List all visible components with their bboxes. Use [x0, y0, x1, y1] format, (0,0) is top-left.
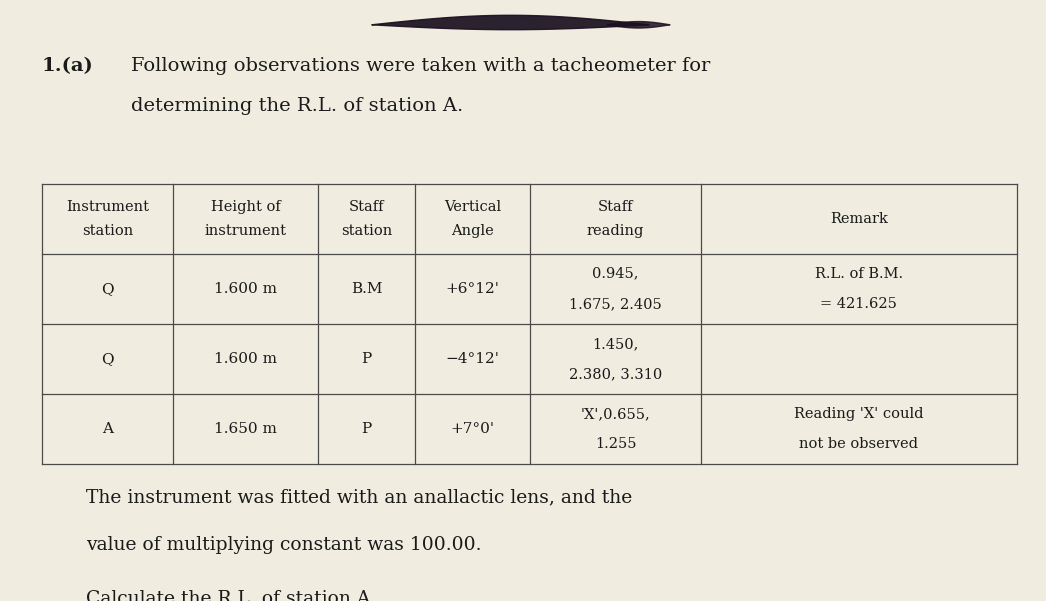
Text: Staff: Staff: [348, 200, 384, 214]
Text: 0.945,: 0.945,: [592, 267, 639, 281]
Text: 1.600 m: 1.600 m: [214, 282, 277, 296]
Text: reading: reading: [587, 224, 644, 237]
Text: Vertical: Vertical: [445, 200, 501, 214]
Text: A: A: [103, 423, 113, 436]
Text: 'X',0.655,: 'X',0.655,: [581, 407, 651, 421]
Text: 2.380, 3.310: 2.380, 3.310: [569, 367, 662, 381]
Text: 1.675, 2.405: 1.675, 2.405: [569, 297, 662, 311]
Text: Remark: Remark: [829, 212, 888, 226]
Text: = 421.625: = 421.625: [820, 297, 897, 311]
Text: instrument: instrument: [205, 224, 287, 237]
Text: Angle: Angle: [452, 224, 494, 237]
Text: 1.255: 1.255: [595, 438, 636, 451]
Text: station: station: [341, 224, 392, 237]
Text: Height of: Height of: [210, 200, 280, 214]
Text: not be observed: not be observed: [799, 438, 918, 451]
Text: Following observations were taken with a tacheometer for: Following observations were taken with a…: [131, 56, 710, 75]
Text: value of multiplying constant was 100.00.: value of multiplying constant was 100.00…: [86, 536, 481, 554]
Text: The instrument was fitted with an anallactic lens, and the: The instrument was fitted with an analla…: [86, 489, 632, 507]
Text: P: P: [361, 352, 371, 366]
Text: R.L. of B.M.: R.L. of B.M.: [815, 267, 903, 281]
Text: −4°12': −4°12': [446, 352, 500, 366]
Text: 1.450,: 1.450,: [592, 337, 639, 351]
Text: 1.(a): 1.(a): [42, 56, 93, 75]
Text: Reading 'X' could: Reading 'X' could: [794, 407, 924, 421]
Text: 1.650 m: 1.650 m: [214, 423, 277, 436]
Text: 1.600 m: 1.600 m: [214, 352, 277, 366]
Text: station: station: [82, 224, 133, 237]
Text: Instrument: Instrument: [66, 200, 150, 214]
Text: +7°0': +7°0': [451, 423, 495, 436]
Text: Staff: Staff: [598, 200, 633, 214]
Text: B.M: B.M: [350, 282, 382, 296]
Text: determining the R.L. of station A.: determining the R.L. of station A.: [131, 97, 463, 115]
Text: Q: Q: [101, 352, 114, 366]
Text: Calculate the R.L. of station A.: Calculate the R.L. of station A.: [86, 590, 376, 601]
Text: Q: Q: [101, 282, 114, 296]
Text: P: P: [361, 423, 371, 436]
Text: +6°12': +6°12': [446, 282, 500, 296]
